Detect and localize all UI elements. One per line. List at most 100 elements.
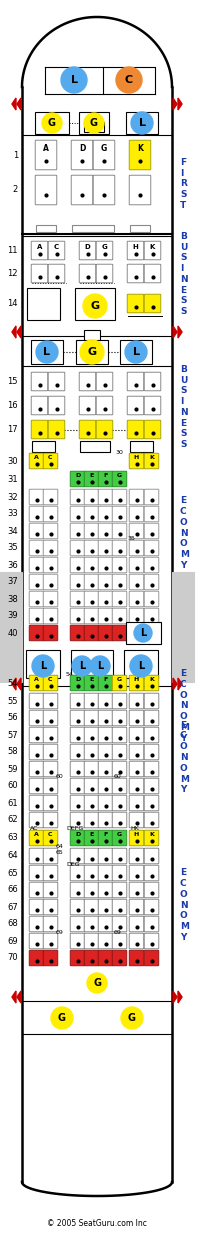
Circle shape [51, 1007, 73, 1029]
FancyBboxPatch shape [84, 761, 99, 776]
Bar [80, 441, 110, 452]
FancyBboxPatch shape [29, 540, 44, 556]
FancyBboxPatch shape [84, 675, 99, 691]
FancyBboxPatch shape [144, 506, 159, 522]
Text: G: G [117, 833, 122, 838]
FancyBboxPatch shape [129, 950, 144, 965]
FancyBboxPatch shape [112, 710, 127, 726]
Text: 61: 61 [7, 799, 18, 808]
Text: 15: 15 [8, 377, 18, 386]
Text: G: G [90, 300, 100, 310]
FancyBboxPatch shape [29, 608, 44, 623]
FancyBboxPatch shape [29, 625, 44, 641]
FancyBboxPatch shape [29, 813, 44, 828]
Text: 69: 69 [114, 929, 122, 934]
Text: G: G [87, 347, 97, 357]
Text: K: K [149, 833, 154, 838]
Text: 1: 1 [13, 150, 18, 159]
Circle shape [87, 973, 107, 993]
FancyBboxPatch shape [98, 727, 113, 742]
FancyBboxPatch shape [98, 490, 113, 505]
FancyBboxPatch shape [70, 575, 85, 590]
FancyBboxPatch shape [43, 694, 58, 709]
FancyBboxPatch shape [84, 540, 99, 556]
FancyBboxPatch shape [71, 140, 93, 170]
Bar [75, 288, 115, 321]
Text: 65: 65 [56, 850, 64, 855]
Bar [27, 288, 60, 321]
Polygon shape [17, 98, 21, 110]
FancyBboxPatch shape [31, 396, 48, 414]
FancyBboxPatch shape [144, 523, 159, 538]
FancyBboxPatch shape [43, 933, 58, 949]
FancyBboxPatch shape [144, 242, 161, 260]
Text: 36: 36 [7, 561, 18, 570]
Text: G: G [101, 144, 107, 153]
FancyBboxPatch shape [144, 761, 159, 776]
FancyBboxPatch shape [84, 779, 99, 794]
FancyBboxPatch shape [70, 950, 85, 965]
Polygon shape [173, 98, 177, 110]
FancyBboxPatch shape [84, 523, 99, 538]
FancyBboxPatch shape [144, 675, 159, 691]
Text: D: D [79, 144, 85, 153]
Text: 66: 66 [7, 885, 18, 894]
Text: L: L [97, 661, 103, 671]
FancyBboxPatch shape [43, 727, 58, 742]
Text: 34: 34 [7, 527, 18, 536]
Text: A: A [37, 244, 42, 249]
FancyBboxPatch shape [84, 916, 99, 931]
FancyBboxPatch shape [43, 950, 58, 965]
FancyBboxPatch shape [70, 471, 85, 487]
FancyBboxPatch shape [70, 795, 85, 811]
FancyBboxPatch shape [43, 575, 58, 590]
FancyBboxPatch shape [144, 540, 159, 556]
FancyBboxPatch shape [98, 779, 113, 794]
Text: B
U
S
I
N
E
S
S: B U S I N E S S [180, 364, 188, 449]
FancyBboxPatch shape [70, 557, 85, 573]
FancyBboxPatch shape [29, 950, 44, 965]
FancyBboxPatch shape [144, 795, 159, 811]
FancyBboxPatch shape [112, 506, 127, 522]
FancyBboxPatch shape [96, 264, 113, 283]
FancyBboxPatch shape [29, 779, 44, 794]
FancyBboxPatch shape [98, 761, 113, 776]
Text: L: L [138, 661, 144, 671]
Text: 58: 58 [7, 747, 18, 756]
FancyBboxPatch shape [70, 506, 85, 522]
Circle shape [36, 341, 58, 363]
FancyBboxPatch shape [71, 175, 93, 205]
FancyBboxPatch shape [70, 761, 85, 776]
FancyBboxPatch shape [31, 372, 48, 391]
FancyBboxPatch shape [144, 264, 161, 283]
FancyBboxPatch shape [98, 694, 113, 709]
FancyBboxPatch shape [98, 883, 113, 898]
Text: 65: 65 [7, 869, 18, 878]
Text: 60: 60 [114, 775, 122, 780]
FancyBboxPatch shape [31, 264, 48, 283]
FancyBboxPatch shape [129, 795, 144, 811]
FancyBboxPatch shape [129, 761, 144, 776]
FancyBboxPatch shape [98, 591, 113, 607]
Text: A: A [34, 833, 39, 838]
FancyBboxPatch shape [144, 710, 159, 726]
FancyBboxPatch shape [144, 865, 159, 881]
FancyBboxPatch shape [79, 242, 96, 260]
FancyBboxPatch shape [129, 865, 144, 881]
Text: 16: 16 [7, 401, 18, 409]
Polygon shape [12, 326, 16, 338]
Text: H: H [134, 456, 139, 461]
FancyBboxPatch shape [70, 744, 85, 760]
Circle shape [116, 68, 142, 93]
FancyBboxPatch shape [70, 916, 85, 931]
FancyBboxPatch shape [84, 694, 99, 709]
FancyBboxPatch shape [129, 506, 144, 522]
Text: © 2005 SeatGuru.com Inc: © 2005 SeatGuru.com Inc [47, 1219, 147, 1228]
FancyBboxPatch shape [112, 608, 127, 623]
FancyBboxPatch shape [112, 625, 127, 641]
FancyBboxPatch shape [43, 540, 58, 556]
FancyBboxPatch shape [84, 744, 99, 760]
Text: DEFG: DEFG [66, 826, 83, 831]
FancyBboxPatch shape [129, 694, 144, 709]
FancyBboxPatch shape [129, 744, 144, 760]
